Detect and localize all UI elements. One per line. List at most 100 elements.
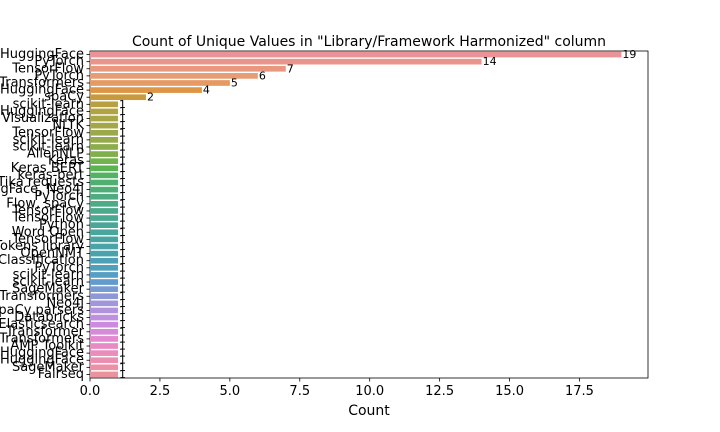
data-label: 6 [259, 69, 266, 82]
data-label: 1 [119, 304, 126, 317]
y-tick-label: Tokens library [0, 239, 84, 254]
y-tick-labels: HuggingFacePyTorchTensorFlowPyTorchTrans… [0, 47, 90, 382]
x-tick-label: 15.0 [495, 384, 524, 399]
y-tick-label: AMP Toolkit [10, 339, 84, 354]
bar [90, 58, 482, 65]
data-label: 1 [119, 332, 126, 345]
bar [90, 94, 146, 101]
data-label: 1 [119, 283, 126, 296]
y-tick-label: SageMaker [12, 282, 85, 297]
x-tick-label: 7.5 [289, 384, 310, 399]
y-tick-label: TensorFlow [11, 203, 84, 218]
bar [90, 250, 118, 257]
bar [90, 243, 118, 250]
data-label: 1 [119, 361, 126, 374]
y-tick-label: Transformers [0, 331, 84, 346]
x-tick-label: 2.5 [150, 384, 171, 399]
plot-area [89, 50, 649, 379]
y-tick-label: PyTorch [34, 260, 84, 275]
bar [90, 122, 118, 129]
data-label: 1 [119, 311, 126, 324]
bar [90, 300, 118, 307]
y-tick-label: Tika requests [0, 175, 84, 190]
bar [90, 172, 118, 179]
bar [90, 158, 118, 165]
data-label: 1 [119, 183, 126, 196]
data-label: 4 [203, 84, 210, 97]
x-tick-label: 0.0 [80, 384, 101, 399]
data-label: 1 [119, 169, 126, 182]
y-tick-label: NLTK [52, 118, 84, 133]
data-label: 1 [119, 197, 126, 210]
y-tick-label: Fairseq [38, 367, 84, 382]
data-label: 1 [119, 219, 126, 232]
y-tick-label: keras-bert [17, 168, 84, 183]
data-label: 1 [119, 354, 126, 367]
data-label: 1 [119, 261, 126, 274]
bar [90, 222, 118, 229]
y-tick-label: HuggingFace [0, 47, 84, 62]
bar [90, 236, 118, 243]
data-label: 7 [287, 62, 294, 75]
bar [90, 129, 118, 136]
bar [90, 115, 118, 122]
y-tick-label: Neo4j [46, 296, 84, 311]
data-label: 1 [119, 325, 126, 338]
x-axis: 0.0 2.5 5.0 7.5 10.0 12.5 15.0 17.5 [80, 378, 594, 399]
y-tick-label: Transformer [5, 324, 85, 339]
data-label: 1 [119, 112, 126, 125]
data-label: 1 [119, 297, 126, 310]
data-label: 1 [119, 162, 126, 175]
data-label: 1 [119, 233, 126, 246]
y-tick-label: Elasticsearch [0, 317, 84, 332]
y-tick-label: OpenNMT [20, 246, 84, 261]
bar [90, 350, 118, 356]
bar [90, 51, 622, 58]
y-tick-label: TensorFlow [11, 61, 84, 76]
data-label: 1 [119, 176, 126, 189]
data-label: 1 [119, 226, 126, 239]
y-tick-label: scikit-learn [13, 139, 84, 154]
data-label: 1 [119, 368, 126, 381]
y-tick-label: HuggingFace [0, 346, 84, 361]
bar [90, 179, 118, 186]
bar [90, 336, 118, 342]
bar [90, 200, 118, 207]
x-tick-label: 10.0 [355, 384, 384, 399]
y-tick-label: HuggingFace [0, 104, 84, 119]
data-label: 14 [483, 55, 497, 68]
bar [90, 293, 118, 300]
bar [90, 215, 118, 221]
x-tick-label: 12.5 [425, 384, 454, 399]
y-tick-label: Python [39, 218, 84, 233]
data-label: 1 [119, 148, 126, 161]
data-label: 1 [119, 268, 126, 281]
y-tick-label: Databricks [14, 310, 84, 325]
bar [90, 314, 118, 321]
y-tick-label: Classification [0, 253, 84, 268]
plot-frame [89, 50, 649, 379]
x-tick-label: 5.0 [220, 384, 241, 399]
y-tick-label: scikit-learn [13, 97, 84, 112]
bar [90, 307, 118, 314]
bar [90, 193, 118, 200]
data-label: 1 [119, 247, 126, 260]
y-tick-label: scikit-learn [13, 275, 84, 290]
data-label: 1 [119, 155, 126, 168]
data-label: 1 [119, 98, 126, 111]
bar [90, 343, 118, 349]
y-tick-label: Keras BERT [11, 161, 84, 176]
y-tick-label: scikit-learn [13, 132, 84, 147]
data-label: 1 [119, 290, 126, 303]
bar [90, 65, 286, 72]
x-axis-label: Count [348, 403, 390, 419]
y-tick-label: Word Open [12, 225, 84, 240]
bar [90, 87, 202, 93]
data-label: 2 [147, 91, 154, 104]
bar [90, 286, 118, 292]
y-tick-label: PyTorch [34, 68, 84, 83]
y-tick-label: Transformers [0, 289, 84, 304]
bar [90, 137, 118, 143]
data-label: 1 [119, 133, 126, 146]
bar [90, 229, 118, 236]
